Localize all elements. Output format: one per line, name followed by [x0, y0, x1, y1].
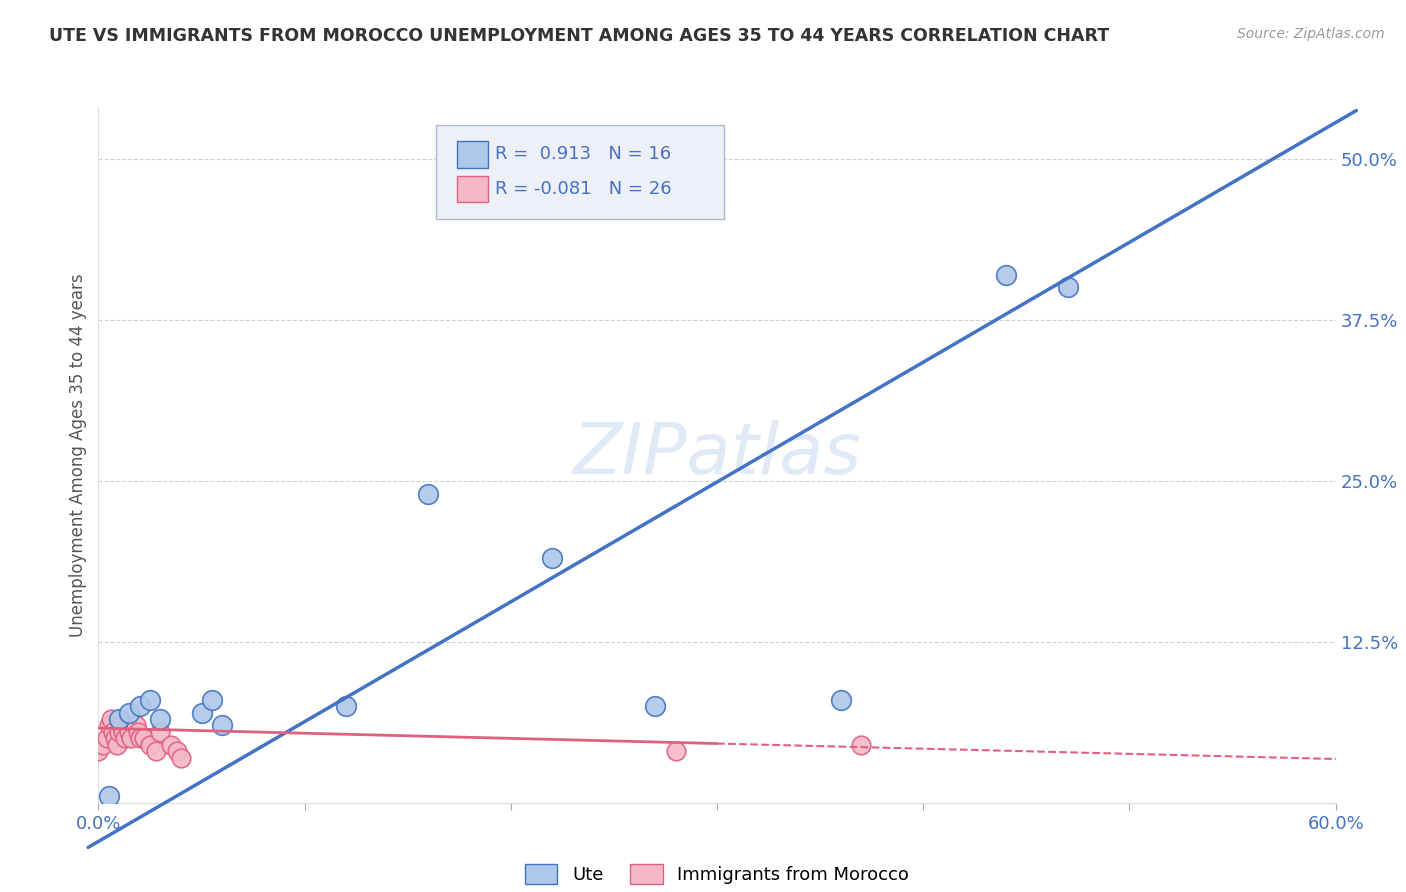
Point — [830, 692, 852, 706]
Text: R = -0.081   N = 26: R = -0.081 N = 26 — [495, 180, 672, 198]
Point — [114, 731, 136, 746]
Point — [166, 744, 188, 758]
Y-axis label: Unemployment Among Ages 35 to 44 years: Unemployment Among Ages 35 to 44 years — [69, 273, 87, 637]
Point — [87, 744, 110, 758]
Point — [101, 725, 124, 739]
Point — [159, 738, 181, 752]
Point — [170, 750, 193, 764]
Point — [97, 718, 120, 732]
Point — [118, 706, 141, 720]
Point — [644, 699, 666, 714]
Point — [149, 712, 172, 726]
Point — [120, 731, 142, 746]
Point — [124, 718, 146, 732]
Text: ZIPatlas: ZIPatlas — [572, 420, 862, 490]
Point — [100, 712, 122, 726]
Point — [211, 718, 233, 732]
Point — [118, 725, 141, 739]
Point — [190, 706, 212, 720]
Point — [201, 692, 224, 706]
Legend: Ute, Immigrants from Morocco: Ute, Immigrants from Morocco — [517, 857, 917, 891]
Point — [139, 692, 162, 706]
Point — [97, 789, 120, 804]
Point — [851, 738, 873, 752]
Point — [108, 712, 131, 726]
Point — [149, 725, 172, 739]
Point — [104, 731, 127, 746]
Text: Source: ZipAtlas.com: Source: ZipAtlas.com — [1237, 27, 1385, 41]
Point — [108, 725, 131, 739]
Point — [91, 738, 114, 752]
Point — [145, 744, 167, 758]
Text: UTE VS IMMIGRANTS FROM MOROCCO UNEMPLOYMENT AMONG AGES 35 TO 44 YEARS CORRELATIO: UTE VS IMMIGRANTS FROM MOROCCO UNEMPLOYM… — [49, 27, 1109, 45]
Point — [541, 551, 564, 566]
Point — [112, 725, 135, 739]
Point — [96, 731, 118, 746]
Point — [105, 738, 128, 752]
Point — [665, 744, 688, 758]
Point — [128, 699, 150, 714]
Point — [418, 486, 440, 500]
Point — [128, 731, 150, 746]
Point — [994, 268, 1017, 282]
Point — [110, 718, 132, 732]
Point — [132, 731, 155, 746]
Point — [1056, 280, 1078, 294]
Text: R =  0.913   N = 16: R = 0.913 N = 16 — [495, 145, 671, 163]
Point — [335, 699, 357, 714]
Point — [127, 725, 149, 739]
Point — [139, 738, 162, 752]
